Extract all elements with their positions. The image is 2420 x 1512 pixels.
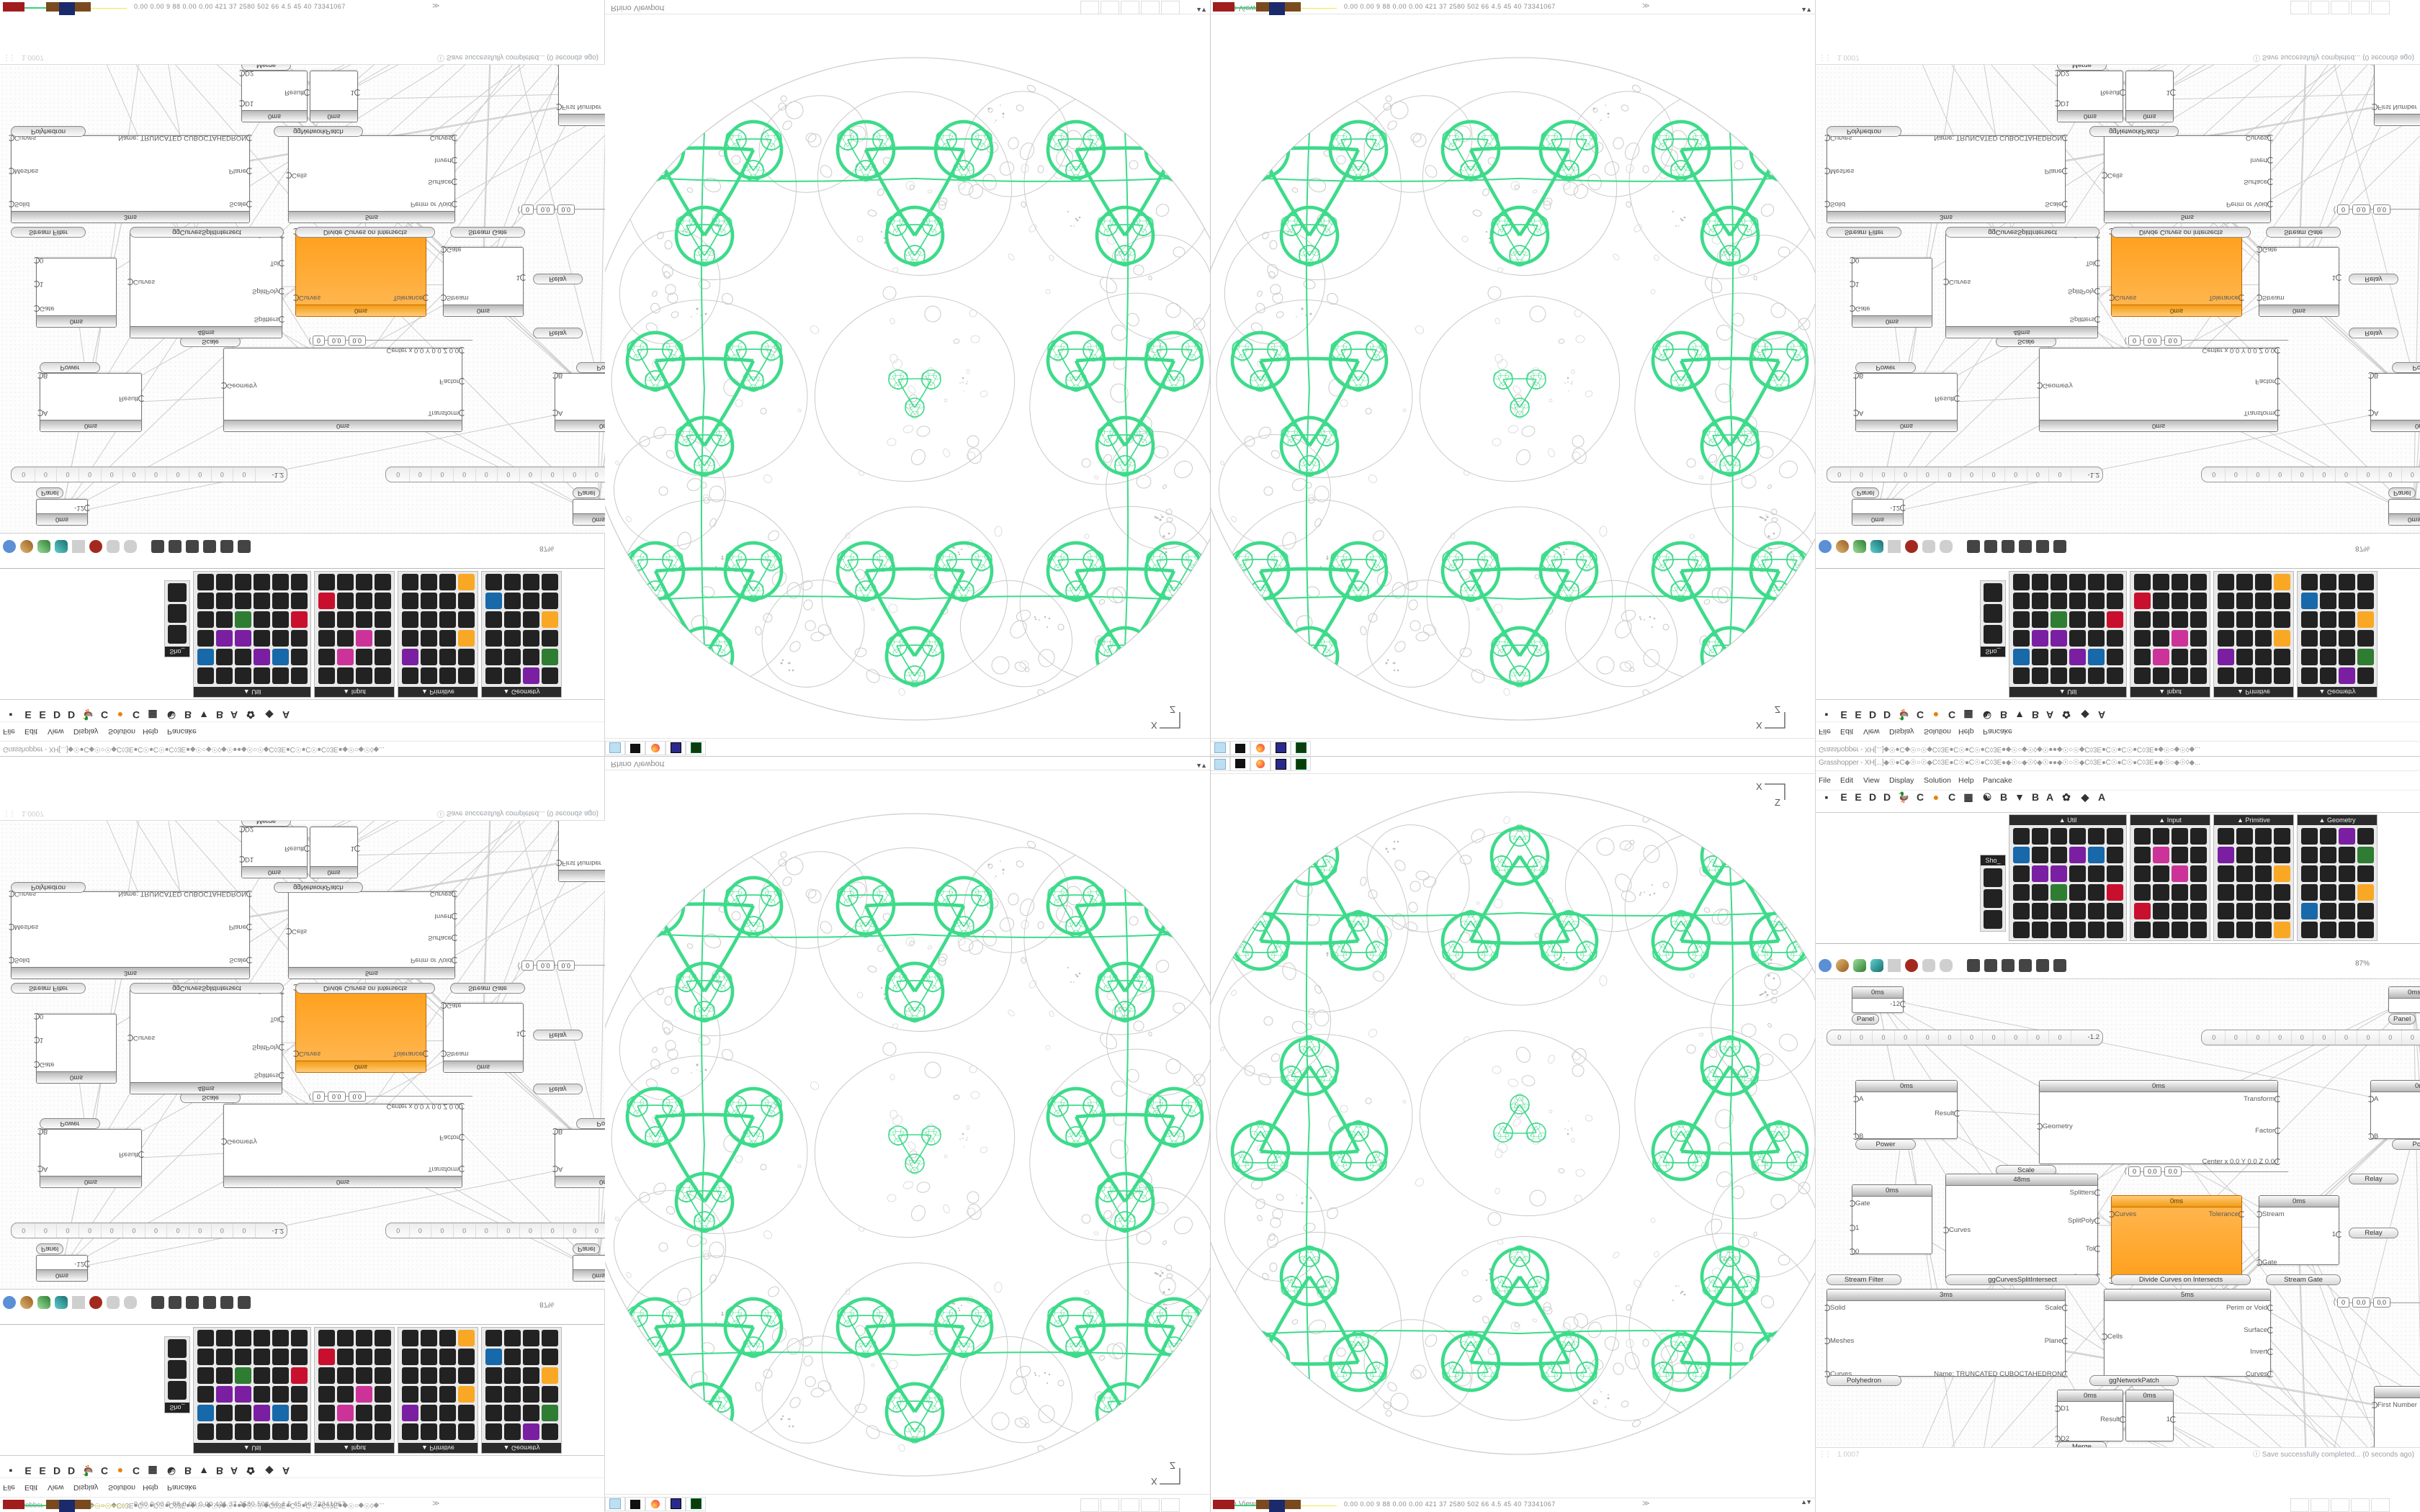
svg-text:Z: Z xyxy=(1170,706,1175,715)
svg-text:Z: Z xyxy=(1170,1462,1175,1471)
svg-text:X: X xyxy=(1756,781,1762,792)
svg-text:Z: Z xyxy=(1775,797,1780,806)
svg-text:Z: Z xyxy=(1775,706,1780,715)
svg-text:X: X xyxy=(1151,720,1157,731)
svg-text:X: X xyxy=(1756,720,1762,731)
svg-text:X: X xyxy=(1151,1476,1157,1487)
